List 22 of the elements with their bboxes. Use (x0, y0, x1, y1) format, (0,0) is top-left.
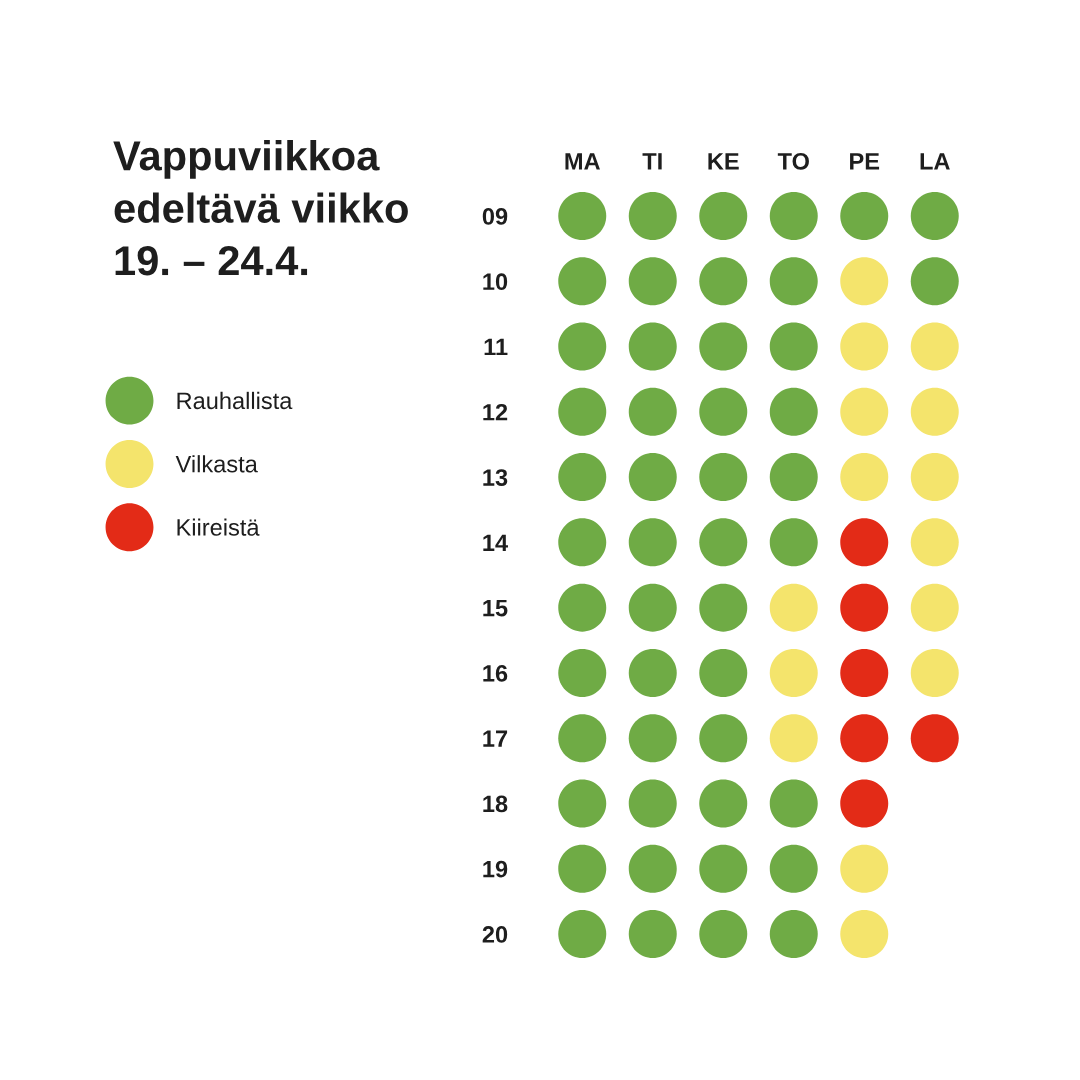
y-tick-label: 11 (484, 338, 508, 356)
y-tick-label: 09 (482, 208, 508, 225)
y-tick-label: 17 (483, 730, 508, 747)
y-tick-label: 13 (483, 469, 508, 486)
x-tick-label: LA (920, 153, 950, 170)
y-tick-label: 12 (483, 403, 508, 421)
y-tick-label: 15 (483, 599, 508, 617)
legend-label: Vilkasta (175, 455, 258, 473)
legend-label: Kiireistä (177, 518, 260, 536)
x-tick-label: TI (642, 153, 662, 170)
y-tick-label: 10 (483, 273, 508, 291)
x-tick-label: MA (565, 153, 600, 170)
y-tick-label: 16 (483, 664, 508, 682)
legend-label: Rauhallista (177, 391, 293, 410)
y-tick-label: 14 (483, 534, 508, 551)
x-tick-label: TO (777, 152, 809, 170)
y-tick-label: 18 (483, 795, 508, 813)
x-tick-label: PE (850, 153, 880, 170)
y-tick-label: 20 (482, 926, 508, 943)
y-tick-label: 19 (483, 860, 508, 878)
x-tick-label: KE (708, 153, 739, 170)
chart-title: Vappuviikkoa edeltävä viikko 19. – 24.4. (113, 140, 408, 276)
